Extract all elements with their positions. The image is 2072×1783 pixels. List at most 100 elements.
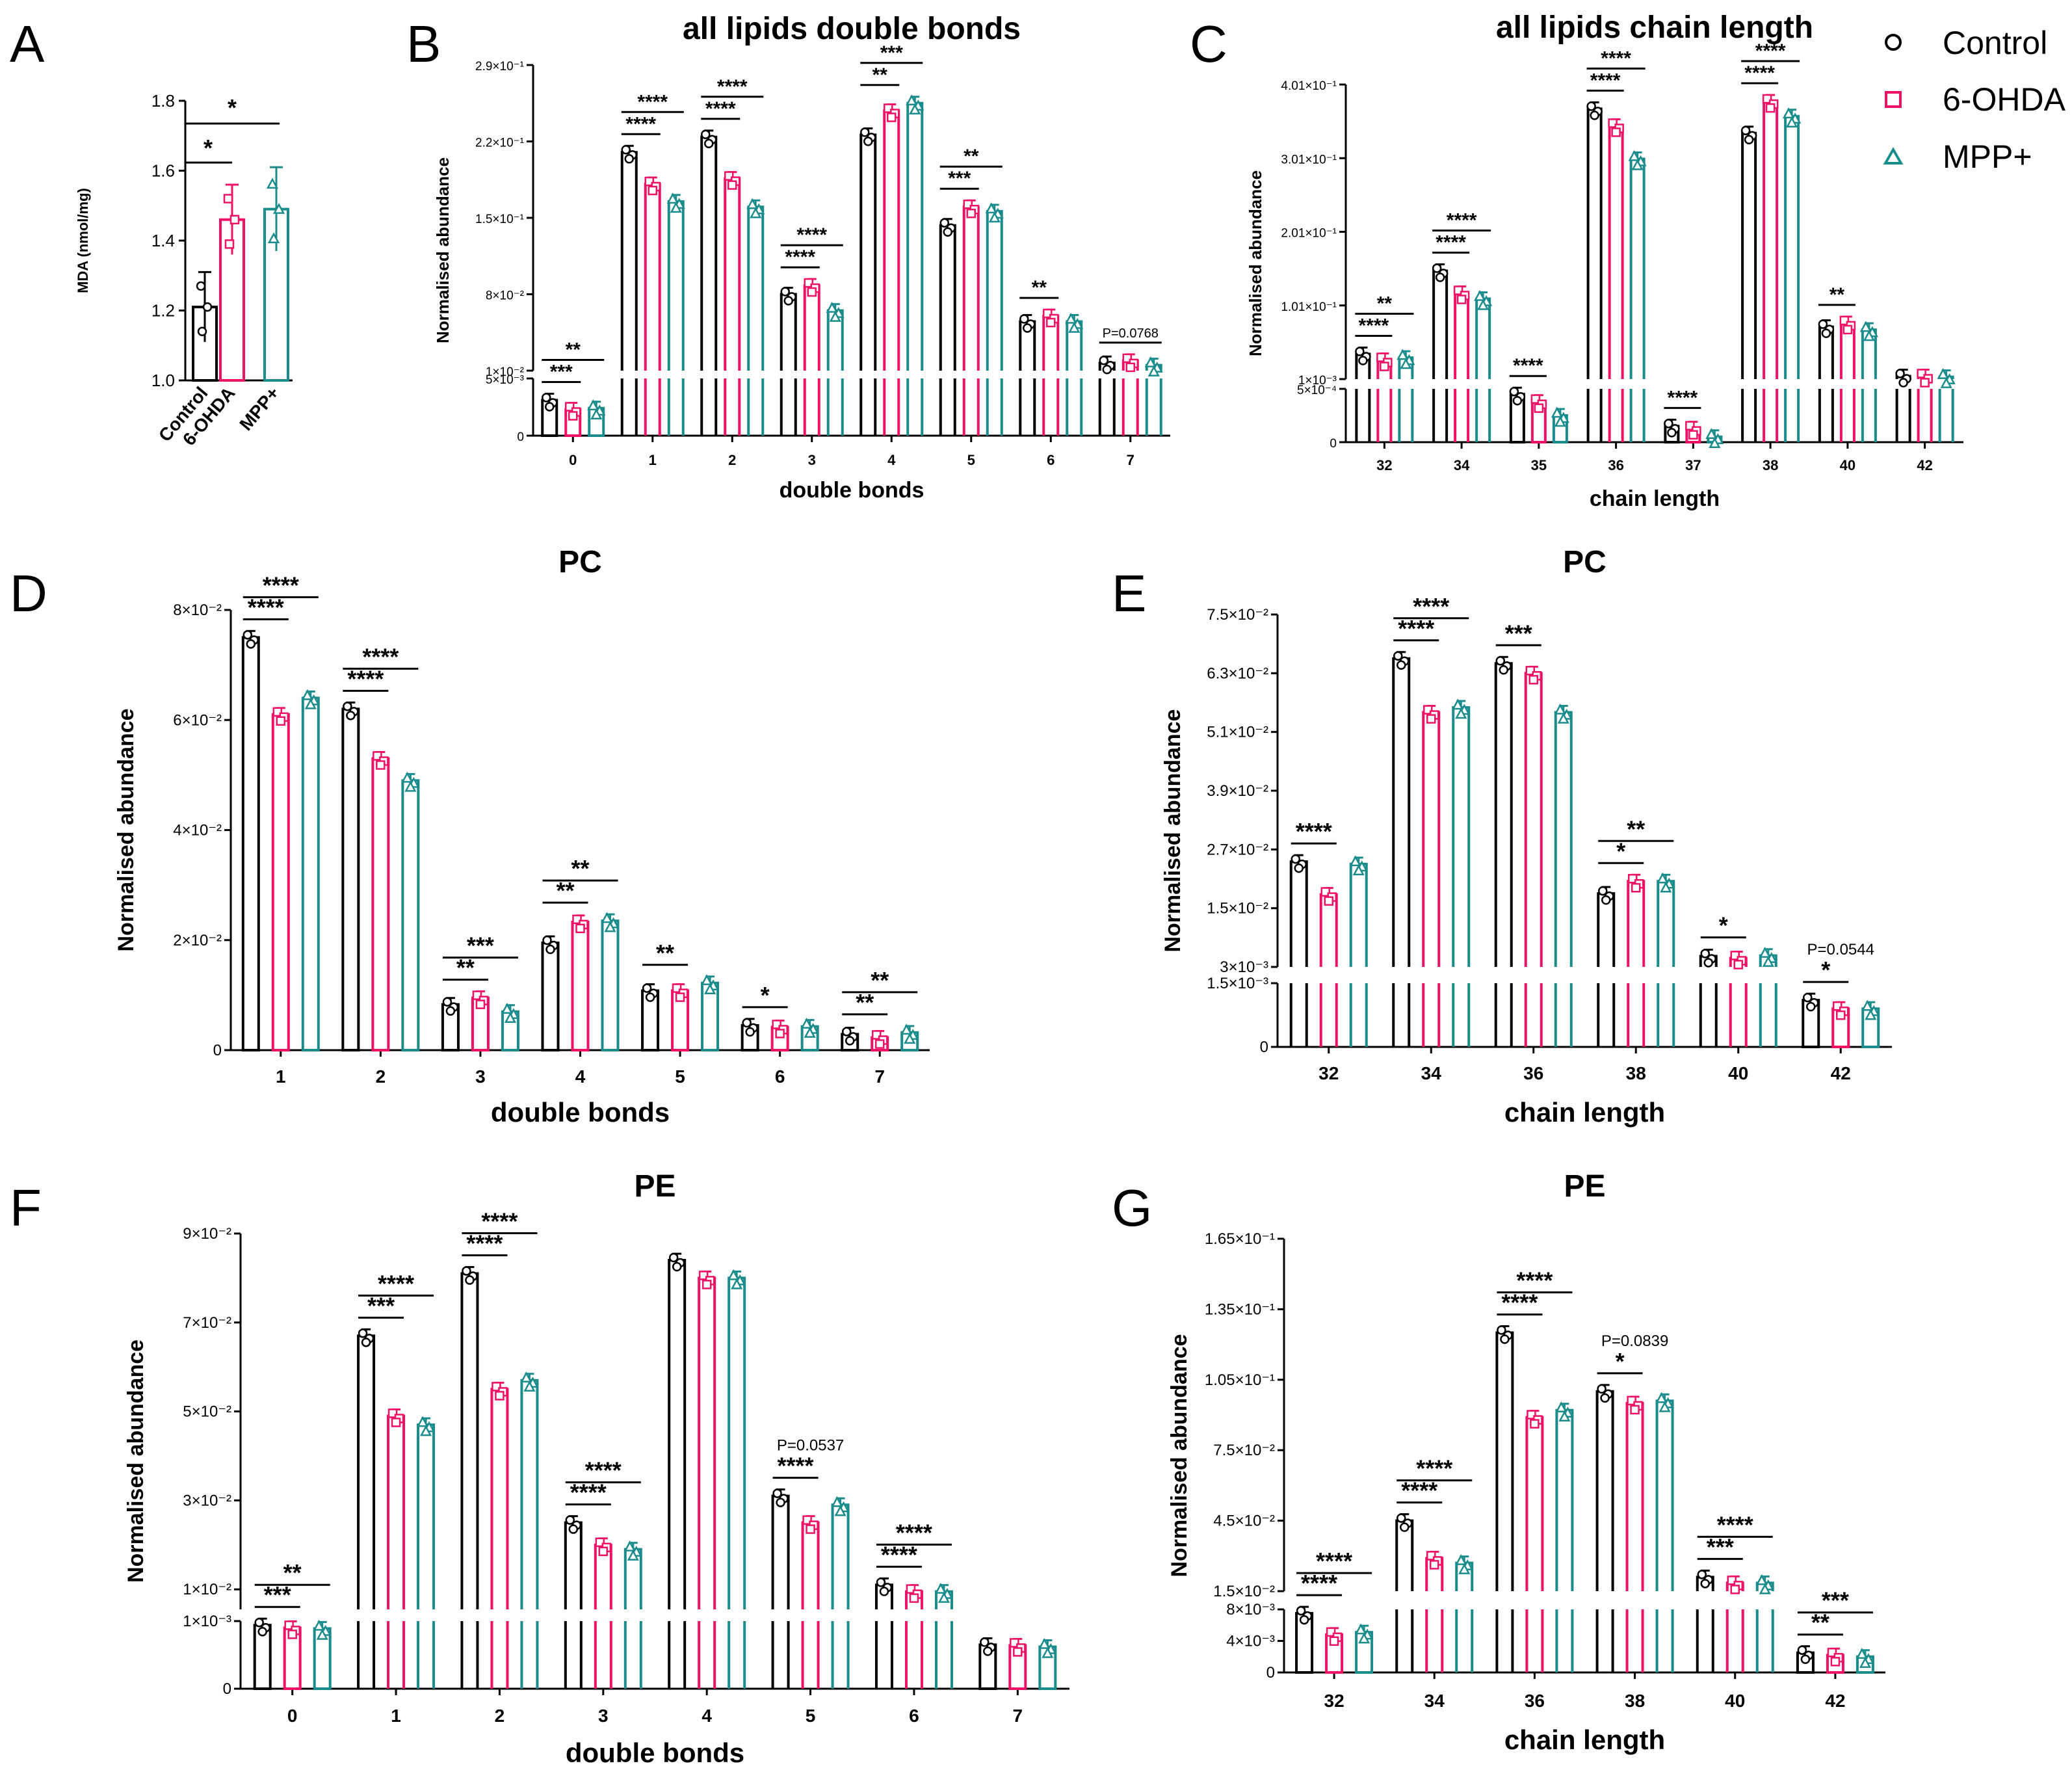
data-point	[575, 923, 585, 934]
bar-group	[871, 1030, 889, 1052]
bar-2-mpp+	[401, 779, 420, 1052]
significance-stars: ***	[1822, 1587, 1849, 1614]
bar-group	[313, 1619, 332, 1690]
data-point	[1895, 369, 1905, 378]
data-point	[1861, 999, 1874, 1011]
x-tick-label: 6	[775, 1066, 785, 1087]
data-point	[934, 1583, 947, 1594]
y-tick-label: 2.01×10⁻¹	[1281, 227, 1337, 241]
bar-group	[401, 771, 420, 1052]
data-point	[568, 411, 578, 421]
significance-stars: *	[1719, 912, 1728, 939]
data-point	[1023, 323, 1032, 333]
data-point	[545, 944, 555, 955]
bar-group	[1349, 855, 1368, 1047]
bar-group	[1354, 1623, 1374, 1674]
data-point	[648, 185, 657, 196]
bar-upper	[620, 151, 638, 371]
bar-upper	[1494, 662, 1513, 967]
bar-group	[666, 192, 685, 436]
bar-group	[1524, 665, 1543, 1047]
data-point	[1042, 1646, 1054, 1658]
data-point	[876, 1578, 886, 1587]
bar-group	[883, 103, 900, 436]
data-point	[1554, 703, 1566, 715]
x-tick-label: 34	[1424, 1691, 1445, 1711]
y-tick-label: 1.5×10⁻²	[1207, 900, 1268, 918]
bar-upper	[1763, 100, 1779, 379]
bar-upper	[644, 182, 661, 371]
data-point	[196, 281, 206, 291]
data-point	[702, 1280, 712, 1289]
data-point	[1759, 1583, 1771, 1594]
x-tick-label: 2	[728, 452, 736, 468]
bar-group	[1392, 651, 1411, 1047]
bar-group	[904, 1584, 923, 1689]
data-point	[1397, 660, 1406, 670]
data-point	[267, 232, 280, 244]
data-point	[1430, 1560, 1439, 1570]
data-point	[1859, 1657, 1872, 1668]
data-point	[542, 935, 552, 945]
bar-group	[1895, 368, 1911, 442]
y-tick-label: 1.2	[151, 301, 175, 321]
x-tick-label: 38	[1625, 1691, 1645, 1711]
bar-upper	[1289, 860, 1308, 967]
significance-stars: ****	[1717, 1511, 1753, 1538]
significance-stars: ****	[248, 594, 284, 620]
y-axis-title: MDA (nmol/mg)	[75, 188, 91, 293]
panel-label-c: C	[1190, 15, 1227, 73]
bar-group	[1395, 1513, 1414, 1672]
data-point	[1355, 347, 1365, 356]
y-axis-title: Normalised abundance	[114, 708, 138, 951]
data-point	[1709, 437, 1721, 449]
bar-group	[1859, 321, 1878, 442]
x-tick-label: 7	[1013, 1706, 1023, 1726]
panel-f: F PE 1×10⁻² 3×10⁻² 5×10⁻² 7×10⁻² 9×10⁻² 0 1×10⁻³…	[10, 1169, 1069, 1768]
significance-stars: ***	[367, 1292, 395, 1319]
significance-stars: ****	[1416, 1455, 1452, 1482]
data-point	[304, 698, 317, 709]
significance-stars: ****	[717, 76, 748, 98]
bar-4-6-ohda	[571, 920, 590, 1051]
bar-upper	[357, 1334, 376, 1609]
data-point	[266, 178, 279, 189]
data-point	[1759, 947, 1771, 958]
x-tick-label: 4	[575, 1066, 586, 1087]
data-point	[501, 1003, 514, 1014]
data-point	[1655, 1392, 1668, 1403]
x-tick-label: 3	[475, 1066, 486, 1087]
bar-group	[698, 1270, 716, 1689]
bar-group	[460, 1266, 479, 1689]
bar-group	[1608, 118, 1624, 442]
bar-group	[641, 983, 660, 1051]
significance-stars: **	[1377, 293, 1393, 314]
bar-upper	[387, 1414, 406, 1609]
bar-1-control	[241, 636, 260, 1051]
data-point	[1863, 330, 1875, 341]
data-point	[1765, 103, 1776, 113]
chart-title: PE	[1564, 1169, 1605, 1204]
significance-stars: ***	[467, 932, 494, 959]
y-tick-label: 1×10⁻³	[1298, 374, 1337, 388]
bar-group	[594, 1537, 612, 1689]
data-point	[1125, 362, 1135, 373]
y-tick-label: 0	[1260, 1038, 1268, 1056]
x-tick-label: 5	[675, 1066, 685, 1087]
significance-stars: ****	[778, 1453, 814, 1479]
data-point	[1296, 1605, 1306, 1616]
bar-group	[1554, 703, 1573, 1047]
bar-group	[644, 176, 661, 436]
data-point	[1856, 1648, 1869, 1659]
bar-group	[1861, 999, 1880, 1048]
significance-stars: **	[1032, 277, 1047, 298]
data-point	[272, 202, 285, 214]
x-tick-label: 36	[1525, 1691, 1545, 1711]
bar-upper	[801, 1521, 820, 1609]
x-tick-label: 38	[1626, 1063, 1646, 1083]
data-point	[254, 1617, 264, 1628]
bar-group	[900, 1024, 919, 1052]
data-point	[361, 1338, 371, 1347]
data-point	[966, 208, 976, 218]
